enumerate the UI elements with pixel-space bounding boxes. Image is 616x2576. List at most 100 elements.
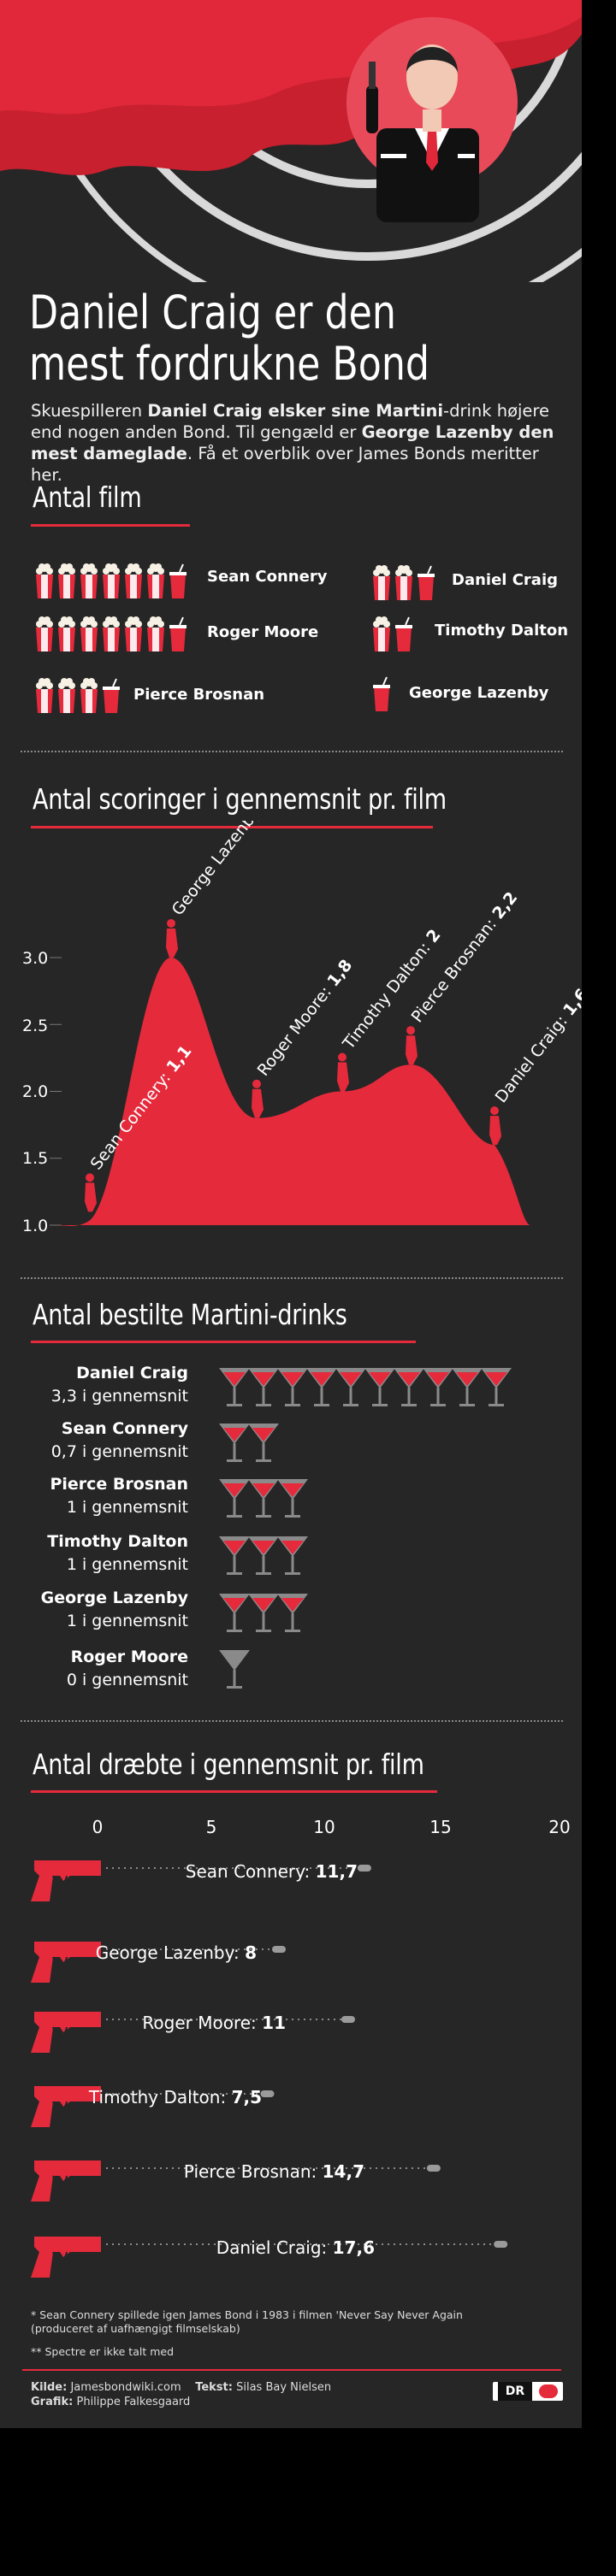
- drink-cup-icon: [103, 678, 120, 713]
- popcorn-icon: [80, 678, 98, 713]
- y-tick-label: 2.5: [22, 1017, 49, 1035]
- dr-logo: DR: [493, 2382, 563, 2401]
- popcorn-icon: [103, 616, 120, 651]
- credits-line-2: Grafik: Philippe Falkesgaard: [31, 2396, 191, 2408]
- popcorn-icon: [373, 616, 390, 651]
- kill-label: George Lazenby: 8: [95, 1942, 257, 1963]
- woman-silhouette-icon: [337, 1052, 349, 1092]
- martini-glass-icon: [306, 1368, 337, 1406]
- film-name: Pierce Brosnan: [133, 686, 265, 704]
- dr-logo-mark: [539, 2384, 558, 2398]
- films-title-underline: [31, 524, 190, 527]
- intro-text: Skuespilleren Daniel Craig elsker sine M…: [31, 401, 554, 485]
- martini-section-title: Antal bestilte Martini-drinks: [33, 1298, 347, 1331]
- film-name: Timothy Dalton: [435, 622, 569, 640]
- scoring-section-title: Antal scoringer i gennemsnit pr. film: [33, 782, 447, 816]
- film-name: Sean Connery: [207, 568, 328, 586]
- martini-glass-icon: [219, 1594, 250, 1632]
- films-chart: [36, 563, 435, 713]
- popcorn-icon: [395, 565, 412, 600]
- film-name: George Lazenby: [409, 684, 549, 702]
- kill-label: Pierce Brosnan: 14,7: [183, 2161, 364, 2182]
- footnote-1: * Sean Connery spillede igen James Bond …: [31, 2308, 463, 2321]
- scoring-title-underline: [31, 826, 433, 828]
- bullet-icon: [357, 1865, 371, 1872]
- pistol-icon: [369, 62, 376, 89]
- bond-figure: [366, 44, 479, 222]
- x-tick-label: 20: [548, 1817, 571, 1837]
- martini-glass-icon: [219, 1424, 250, 1462]
- bullet-icon: [426, 2165, 441, 2172]
- martini-glass-icon: [423, 1368, 453, 1406]
- popcorn-icon: [147, 563, 164, 598]
- credits-line-1: Kilde: Jamesbondwiki.com Tekst: Silas Ba…: [31, 2381, 332, 2394]
- woman-silhouette-icon: [406, 1026, 418, 1065]
- infographic: Daniel Craig er den mest fordrukne Bond …: [0, 0, 582, 2428]
- martini-actor-name: Daniel Craig: [76, 1364, 188, 1382]
- film-name: Daniel Craig: [452, 571, 559, 589]
- scoring-area: [51, 958, 530, 1226]
- popcorn-icon: [36, 678, 53, 713]
- films-section-title: Antal film: [33, 480, 142, 514]
- martini-glass-icon: [481, 1368, 512, 1406]
- header-art: [0, 0, 582, 282]
- martini-glass-icon: [248, 1594, 279, 1632]
- pistol-icon: [31, 2086, 101, 2127]
- pistol-icon: [31, 2237, 101, 2278]
- martini-actor-name: George Lazenby: [40, 1589, 188, 1607]
- kill-label: Sean Connery: 11,7: [185, 1861, 358, 1882]
- scoring-label: Daniel Craig: 1,6: [492, 985, 582, 1106]
- drink-cup-icon: [418, 565, 435, 600]
- kills-section-title: Antal dræbte i gennemsnit pr. film: [33, 1748, 424, 1781]
- martini-chart: [219, 1368, 512, 1689]
- x-tick-label: 0: [92, 1817, 104, 1837]
- woman-silhouette-icon: [166, 919, 178, 958]
- y-tick-label: 1.0: [22, 1217, 49, 1235]
- drink-cup-icon: [169, 616, 187, 651]
- martini-average: 1 i gennemsnit: [66, 1555, 188, 1574]
- martini-glass-icon: [219, 1536, 250, 1575]
- popcorn-icon: [58, 616, 75, 651]
- film-name: Roger Moore: [207, 623, 319, 641]
- pistol-icon: [31, 1942, 101, 1983]
- pistol-icon: [31, 2012, 101, 2053]
- woman-silhouette-icon: [252, 1079, 264, 1118]
- martini-actor-name: Pierce Brosnan: [50, 1475, 188, 1494]
- woman-silhouette-icon: [85, 1173, 97, 1212]
- martini-glass-icon: [248, 1368, 279, 1406]
- martini-glass-icon: [394, 1368, 424, 1406]
- section-divider: [21, 1277, 563, 1279]
- bullet-icon: [341, 2016, 355, 2023]
- popcorn-icon: [103, 563, 120, 598]
- martini-glass-icon: [277, 1368, 308, 1406]
- kill-label: Timothy Dalton: 7,5: [88, 2087, 262, 2107]
- title-line-2: mest fordrukne Bond: [29, 337, 430, 391]
- drink-cup-icon: [373, 676, 390, 711]
- bullet-icon: [494, 2241, 508, 2248]
- footer-rule: [22, 2369, 561, 2371]
- bullet-icon: [260, 2090, 275, 2097]
- woman-silhouette-icon: [489, 1106, 501, 1146]
- martini-average: 1 i gennemsnit: [66, 1612, 188, 1630]
- page-title: Daniel Craig er den mest fordrukne Bond: [29, 287, 429, 390]
- x-tick-label: 10: [313, 1817, 335, 1837]
- kill-label: Roger Moore: 11: [142, 2013, 286, 2033]
- drink-cup-icon: [395, 616, 412, 651]
- x-tick-label: 15: [429, 1817, 452, 1837]
- y-tick-label: 1.5: [22, 1149, 49, 1168]
- popcorn-icon: [147, 616, 164, 651]
- martini-glass-icon: [219, 1368, 250, 1406]
- martini-glass-icon: [277, 1479, 308, 1518]
- martini-average: 0 i gennemsnit: [66, 1671, 188, 1689]
- popcorn-icon: [125, 616, 142, 651]
- martini-glass-icon: [335, 1368, 366, 1406]
- martini-actor-name: Sean Connery: [61, 1419, 188, 1438]
- pistol-icon: [31, 1860, 101, 1901]
- popcorn-icon: [373, 565, 390, 600]
- martini-glass-icon: [219, 1650, 250, 1689]
- martini-glass-icon: [248, 1479, 279, 1518]
- popcorn-icon: [58, 678, 75, 713]
- x-tick-label: 5: [205, 1817, 217, 1837]
- title-line-1: Daniel Craig er den: [29, 286, 396, 339]
